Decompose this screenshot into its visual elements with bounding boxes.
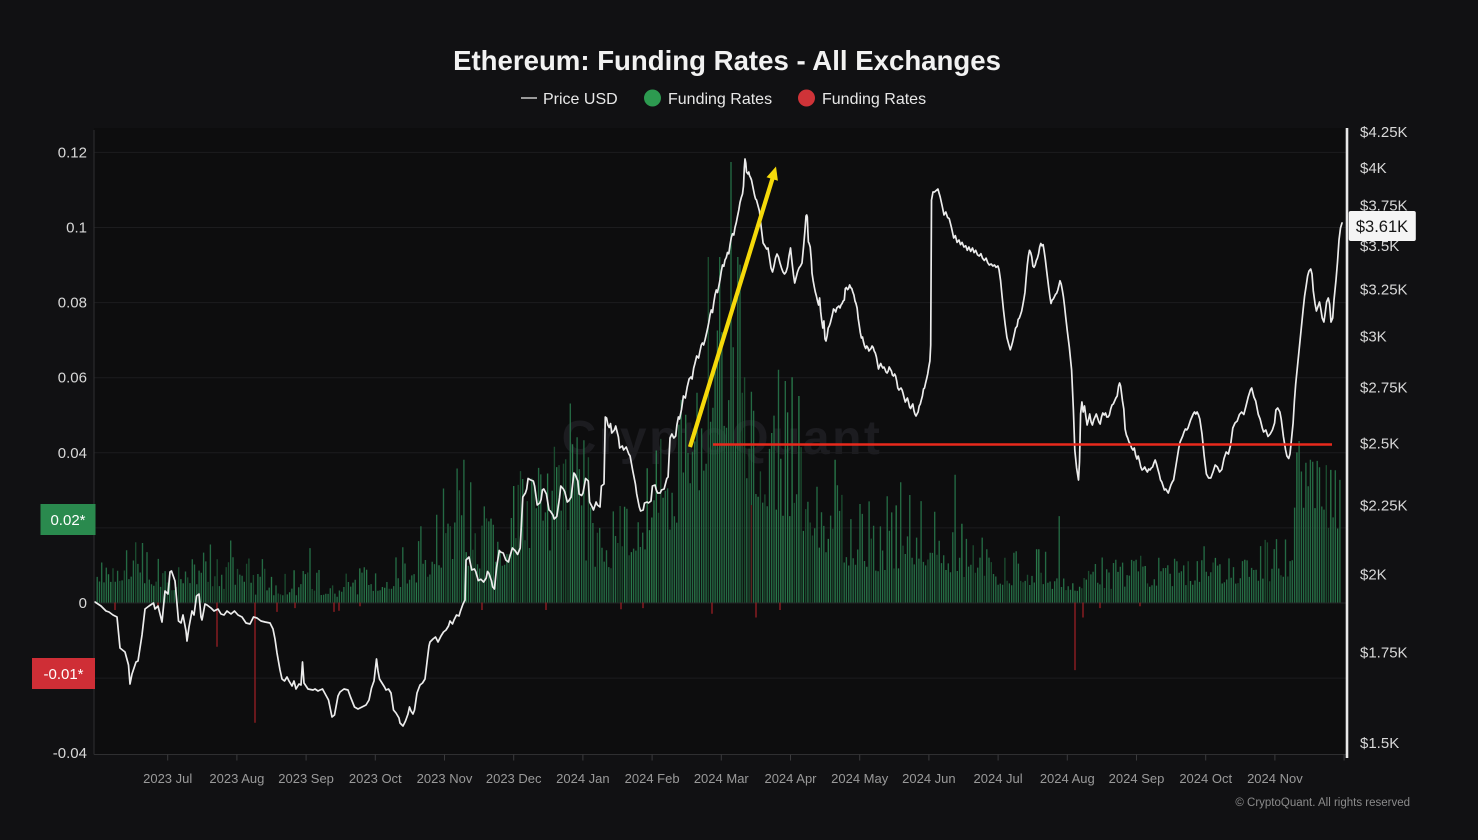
svg-text:2023 Oct: 2023 Oct — [349, 771, 402, 786]
svg-text:$3.61K: $3.61K — [1356, 218, 1408, 236]
svg-text:$3.5K: $3.5K — [1360, 238, 1399, 255]
svg-text:2023 Nov: 2023 Nov — [417, 771, 473, 786]
svg-text:2024 Jan: 2024 Jan — [556, 771, 610, 786]
svg-text:-0.01*: -0.01* — [43, 666, 83, 683]
svg-text:-0.04: -0.04 — [53, 745, 87, 762]
svg-text:2024 Feb: 2024 Feb — [625, 771, 680, 786]
svg-text:Funding Rates: Funding Rates — [822, 91, 926, 108]
svg-text:2023 Dec: 2023 Dec — [486, 771, 542, 786]
svg-text:2023 Sep: 2023 Sep — [278, 771, 334, 786]
svg-text:Ethereum: Funding Rates - All: Ethereum: Funding Rates - All Exchanges — [453, 45, 1001, 76]
svg-text:2024 Aug: 2024 Aug — [1040, 771, 1095, 786]
svg-text:$3K: $3K — [1360, 329, 1387, 346]
svg-text:CryptoQuant: CryptoQuant — [562, 412, 883, 465]
svg-text:0.04: 0.04 — [58, 445, 87, 462]
svg-text:2024 Nov: 2024 Nov — [1247, 771, 1303, 786]
svg-text:2023 Aug: 2023 Aug — [209, 771, 264, 786]
svg-text:2024 Jun: 2024 Jun — [902, 771, 956, 786]
svg-text:0.1: 0.1 — [66, 220, 87, 237]
svg-text:$3.25K: $3.25K — [1360, 282, 1408, 299]
svg-text:Price USD: Price USD — [543, 91, 618, 108]
svg-text:2024 Sep: 2024 Sep — [1109, 771, 1165, 786]
svg-text:$4.25K: $4.25K — [1360, 124, 1408, 141]
svg-text:2024 Mar: 2024 Mar — [694, 771, 750, 786]
svg-text:0.08: 0.08 — [58, 295, 87, 312]
svg-text:0: 0 — [79, 595, 87, 612]
svg-text:$3.75K: $3.75K — [1360, 198, 1408, 215]
svg-text:0.02*: 0.02* — [50, 512, 85, 529]
svg-text:$4K: $4K — [1360, 160, 1387, 177]
svg-text:$2.5K: $2.5K — [1360, 436, 1399, 453]
svg-text:$2.75K: $2.75K — [1360, 380, 1408, 397]
svg-text:$2.25K: $2.25K — [1360, 497, 1408, 514]
svg-text:$2K: $2K — [1360, 566, 1387, 583]
svg-text:2024 Oct: 2024 Oct — [1179, 771, 1232, 786]
svg-text:Funding Rates: Funding Rates — [668, 91, 772, 108]
svg-text:2024 Apr: 2024 Apr — [764, 771, 817, 786]
svg-text:$1.5K: $1.5K — [1360, 735, 1399, 752]
svg-text:$1.75K: $1.75K — [1360, 645, 1408, 662]
svg-text:2024 May: 2024 May — [831, 771, 889, 786]
svg-text:© CryptoQuant. All rights rese: © CryptoQuant. All rights reserved — [1235, 797, 1410, 809]
svg-text:0.06: 0.06 — [58, 370, 87, 387]
svg-text:2024 Jul: 2024 Jul — [974, 771, 1023, 786]
svg-text:2023 Jul: 2023 Jul — [143, 771, 192, 786]
svg-text:0.12: 0.12 — [58, 144, 87, 161]
